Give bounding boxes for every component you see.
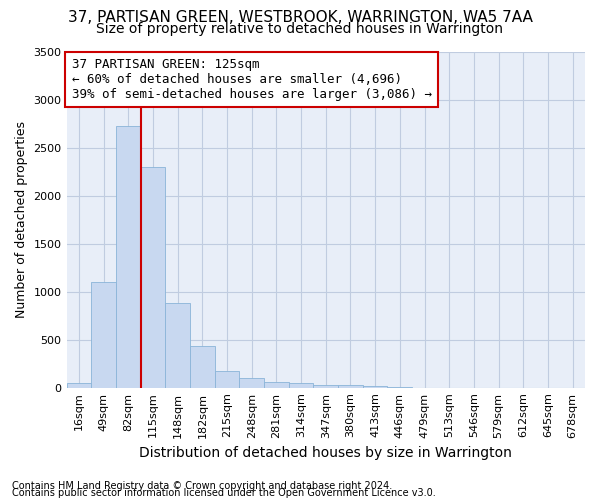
Bar bbox=[264, 382, 289, 388]
Bar bbox=[67, 383, 91, 388]
Text: 37, PARTISAN GREEN, WESTBROOK, WARRINGTON, WA5 7AA: 37, PARTISAN GREEN, WESTBROOK, WARRINGTO… bbox=[68, 10, 532, 25]
Text: Contains HM Land Registry data © Crown copyright and database right 2024.: Contains HM Land Registry data © Crown c… bbox=[12, 481, 392, 491]
Bar bbox=[91, 282, 116, 388]
Bar bbox=[165, 303, 190, 388]
Bar bbox=[313, 385, 338, 388]
Bar bbox=[239, 378, 264, 388]
Bar bbox=[215, 371, 239, 388]
Text: Contains public sector information licensed under the Open Government Licence v3: Contains public sector information licen… bbox=[12, 488, 436, 498]
Bar bbox=[363, 386, 388, 388]
Y-axis label: Number of detached properties: Number of detached properties bbox=[15, 121, 28, 318]
Text: Size of property relative to detached houses in Warrington: Size of property relative to detached ho… bbox=[97, 22, 503, 36]
Bar bbox=[116, 126, 140, 388]
Bar bbox=[140, 167, 165, 388]
Text: 37 PARTISAN GREEN: 125sqm
← 60% of detached houses are smaller (4,696)
39% of se: 37 PARTISAN GREEN: 125sqm ← 60% of detac… bbox=[72, 58, 432, 101]
X-axis label: Distribution of detached houses by size in Warrington: Distribution of detached houses by size … bbox=[139, 446, 512, 460]
Bar bbox=[338, 386, 363, 388]
Bar bbox=[289, 383, 313, 388]
Bar bbox=[190, 346, 215, 388]
